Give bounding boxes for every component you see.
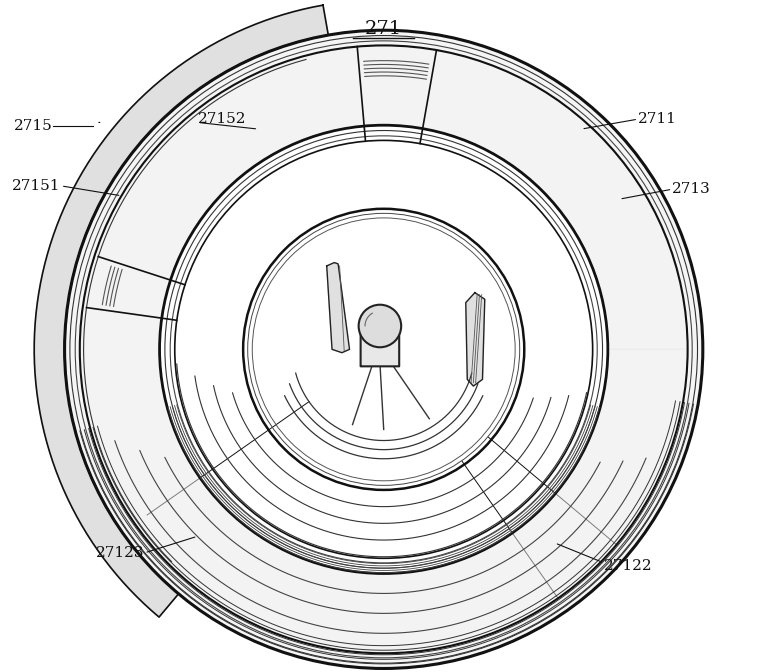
Text: 27123: 27123 <box>96 546 145 560</box>
Text: 2713: 2713 <box>672 182 711 196</box>
Polygon shape <box>327 263 350 353</box>
Circle shape <box>64 30 703 669</box>
Polygon shape <box>34 5 328 617</box>
Text: 271: 271 <box>365 20 402 38</box>
Polygon shape <box>80 46 688 653</box>
FancyBboxPatch shape <box>360 326 399 366</box>
Circle shape <box>359 304 401 347</box>
Text: 2711: 2711 <box>638 112 677 126</box>
Text: 27152: 27152 <box>197 112 246 126</box>
Circle shape <box>80 46 688 653</box>
Polygon shape <box>466 292 485 386</box>
Text: 27122: 27122 <box>604 559 653 573</box>
Text: 27151: 27151 <box>12 179 60 193</box>
Text: 2715: 2715 <box>15 119 54 133</box>
